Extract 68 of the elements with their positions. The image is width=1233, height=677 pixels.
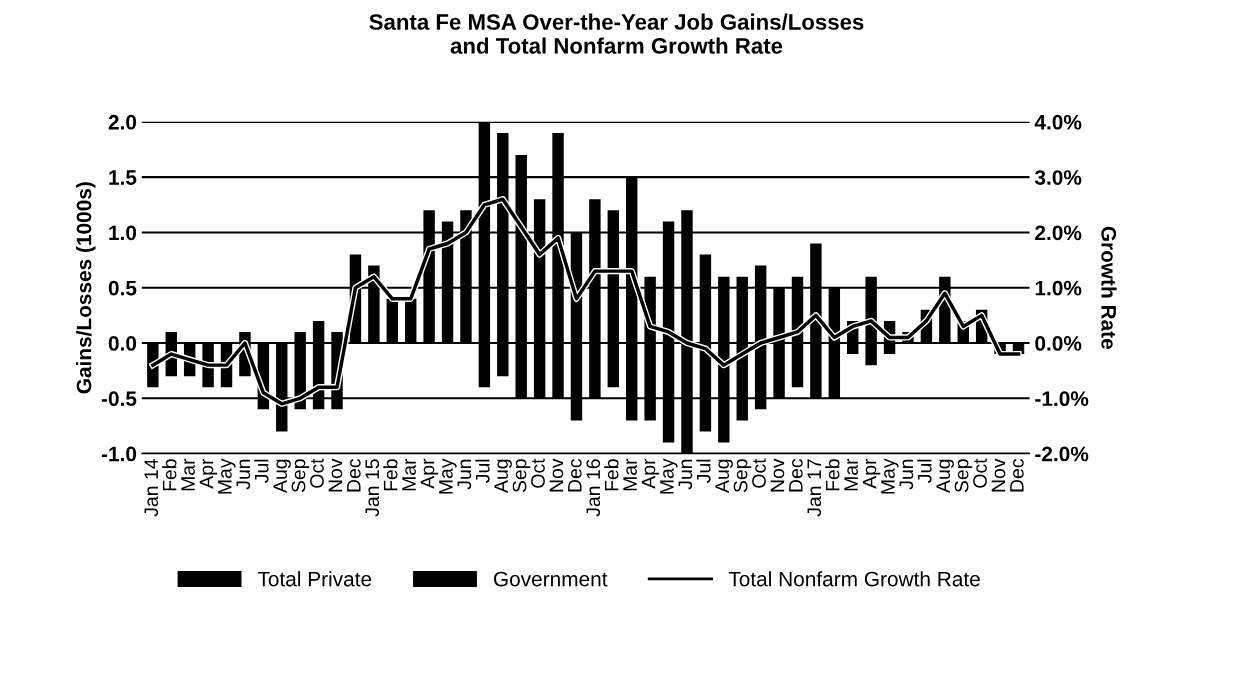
x-tick-label: Jan 14 [144,459,159,517]
y2-tick-label: 1.0% [1035,280,1082,296]
x-tick-label: Mar [181,458,195,491]
x-tick-label: Aug [494,459,512,494]
x-tick-label: Dec [347,458,361,492]
x-tick-label: Feb [162,459,177,491]
x-tick-label: Oct [752,458,766,488]
legend-label: Government [493,571,608,587]
x-tick-label: Dec [789,458,803,492]
x-tick-label: Nov [549,458,564,492]
x-tick-label: Sep [954,459,973,493]
y-tick-label: 0.0 [108,336,137,351]
x-tick-label: Mar [844,458,858,491]
y2-tick-label: 3.0% [1034,170,1082,185]
legend-label: Total Private [257,571,372,587]
x-tick-label: Mar [623,458,637,491]
x-tick-label: Dec [568,458,582,492]
y2-tick-label: -1.0% [1035,391,1089,407]
x-tick-label: Apr [862,458,881,489]
y-axis-title: Gains/Losses (1000s) [76,182,96,394]
y-tick-label: 2.0 [108,114,137,130]
x-tick-label: Jan 15 [365,459,380,517]
x-tick-label: Jul [917,459,932,483]
x-tick-label: Oct [310,458,324,488]
legend-label: Total Nonfarm Growth Rate [728,571,980,587]
x-tick-label: Apr [199,458,218,489]
y2-tick-label: 0.0% [1035,336,1082,351]
x-tick-label: Oct [973,458,987,488]
x-tick-label: Mar [402,458,416,491]
x-tick-label: Apr [420,458,439,489]
x-tick-label: Jun [678,459,693,490]
x-tick-label: Nov [328,458,343,492]
x-tick-label: May [881,458,899,494]
x-tick-label: Sep [512,459,531,493]
x-tick-label: Dec [1010,458,1024,492]
x-tick-label: Jul [475,459,490,483]
x-tick-label: May [660,458,678,494]
x-tick-label: May [218,458,236,494]
x-tick-label: Jul [696,459,711,483]
y2-tick-label: -2.0% [1035,446,1089,462]
x-tick-label: Aug [936,459,954,494]
y2-tick-label: 2.0% [1035,225,1082,241]
y-tick-label: 1.0 [109,225,137,241]
x-tick-label: Jul [254,459,269,483]
x-tick-label: Oct [531,458,545,488]
x-tick-label: Jan 17 [807,459,822,517]
x-tick-label: Jan 16 [586,459,601,517]
x-tick-label: Apr [641,458,660,489]
y2-tick-label: 4.0% [1034,114,1082,130]
x-tick-label: Feb [825,459,840,491]
y2-axis-title: Growth Rate [1101,226,1117,349]
y-tick-label: 0.5 [108,280,137,296]
x-tick-label: Aug [715,459,733,494]
x-tick-label: Jun [457,459,472,490]
y-tick-label: -0.5 [101,391,137,407]
x-tick-label: Sep [291,459,310,493]
x-tick-label: Jun [236,459,251,490]
x-tick-label: Jun [899,459,914,490]
x-tick-label: Nov [991,458,1006,492]
x-tick-label: Feb [383,459,398,491]
y-tick-label: 1.5 [109,170,137,185]
x-tick-label: Nov [770,458,785,492]
x-tick-label: Sep [733,459,752,493]
x-tick-label: May [439,458,457,494]
x-tick-label: Aug [273,459,291,494]
x-tick-label: Feb [604,459,619,491]
y-tick-label: -1.0 [101,446,137,462]
chart-title: Santa Fe MSA Over-the-Year Job Gains/Losses and Total Nonfarm Growth Rate [369,13,864,54]
